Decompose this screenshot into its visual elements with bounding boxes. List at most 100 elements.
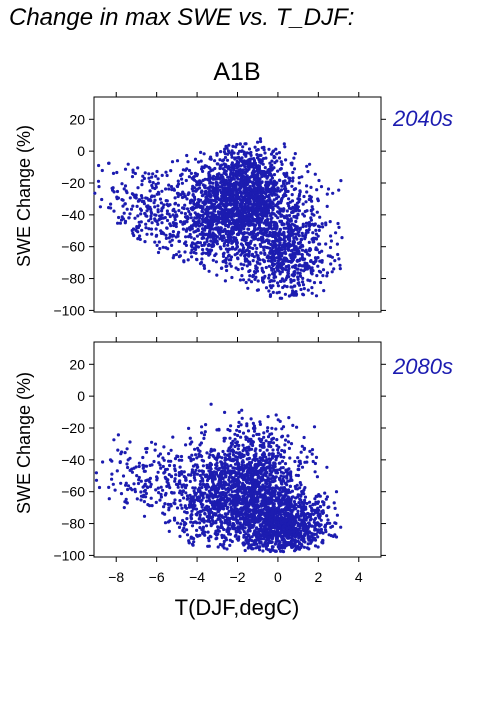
- data-point: [291, 170, 295, 175]
- data-point: [198, 473, 202, 478]
- data-point: [253, 243, 257, 247]
- data-point: [221, 196, 225, 200]
- data-point: [191, 457, 196, 461]
- data-point: [298, 245, 302, 249]
- data-point: [170, 160, 175, 164]
- data-point: [257, 432, 261, 436]
- data-point: [233, 204, 237, 208]
- data-point: [251, 203, 255, 207]
- data-point: [300, 175, 304, 179]
- data-point: [337, 257, 341, 261]
- data-point: [136, 214, 140, 218]
- data-point: [237, 156, 241, 160]
- data-point: [174, 235, 178, 239]
- data-point: [253, 174, 257, 178]
- data-point: [150, 183, 154, 188]
- data-point: [326, 187, 331, 191]
- data-point: [255, 219, 259, 223]
- data-point: [180, 192, 184, 196]
- data-point: [184, 491, 188, 495]
- data-point: [287, 416, 291, 420]
- data-point: [261, 549, 265, 553]
- data-point: [144, 491, 148, 496]
- data-point: [225, 264, 229, 268]
- data-point: [246, 177, 250, 181]
- data-point: [176, 194, 180, 199]
- data-point: [227, 238, 231, 242]
- data-point: [200, 167, 204, 171]
- data-point: [222, 244, 226, 248]
- data-point: [235, 210, 239, 214]
- data-point: [126, 484, 131, 488]
- data-point: [154, 182, 158, 187]
- data-point: [158, 197, 163, 201]
- data-point: [272, 275, 276, 280]
- data-point: [205, 237, 209, 241]
- data-point: [314, 455, 319, 459]
- data-point: [205, 485, 209, 489]
- data-point: [301, 212, 305, 216]
- data-point: [254, 194, 258, 198]
- data-point: [272, 242, 276, 246]
- data-point: [154, 488, 158, 492]
- data-point: [153, 218, 157, 222]
- data-point: [246, 286, 250, 290]
- data-point: [250, 162, 254, 166]
- data-point: [246, 181, 250, 186]
- data-point: [256, 288, 260, 292]
- data-point: [284, 468, 288, 472]
- data-point: [314, 523, 318, 528]
- data-point: [256, 215, 260, 219]
- data-point: [259, 161, 263, 165]
- data-point: [250, 539, 254, 543]
- data-point: [334, 490, 339, 494]
- data-point: [191, 464, 196, 468]
- data-point: [250, 175, 254, 179]
- data-point: [289, 161, 293, 165]
- data-point: [337, 225, 341, 229]
- data-point: [289, 243, 294, 248]
- data-point: [280, 434, 285, 438]
- data-point: [239, 435, 243, 439]
- data-point: [267, 289, 271, 293]
- data-point: [313, 259, 317, 264]
- data-point: [241, 278, 246, 282]
- data-point: [238, 218, 242, 222]
- data-point: [283, 292, 287, 296]
- data-point: [243, 179, 247, 183]
- data-point: [255, 269, 260, 273]
- data-point: [255, 246, 259, 250]
- data-point: [294, 292, 299, 296]
- data-point: [167, 183, 171, 187]
- data-point: [201, 169, 205, 173]
- data-point: [250, 253, 254, 257]
- data-point: [301, 283, 306, 287]
- data-point: [216, 196, 220, 200]
- data-point: [280, 263, 284, 267]
- data-point: [294, 219, 298, 224]
- data-point: [270, 260, 274, 264]
- data-point: [209, 215, 213, 219]
- data-point: [208, 250, 212, 254]
- data-point: [284, 158, 288, 162]
- data-point: [252, 237, 256, 241]
- data-point: [251, 259, 255, 263]
- data-point: [307, 222, 311, 227]
- data-point: [291, 176, 295, 180]
- data-point: [120, 198, 124, 202]
- data-point: [123, 202, 127, 206]
- data-point: [223, 147, 227, 151]
- data-point: [238, 215, 242, 219]
- data-point: [198, 526, 202, 530]
- data-point: [295, 225, 299, 229]
- data-point: [186, 216, 190, 220]
- data-point: [245, 231, 249, 235]
- data-point: [122, 211, 126, 215]
- data-point: [195, 234, 199, 238]
- data-point: [243, 165, 247, 169]
- data-point: [269, 204, 273, 208]
- data-point: [236, 447, 240, 451]
- data-point: [107, 485, 111, 489]
- data-point: [299, 287, 303, 292]
- data-point: [154, 174, 158, 178]
